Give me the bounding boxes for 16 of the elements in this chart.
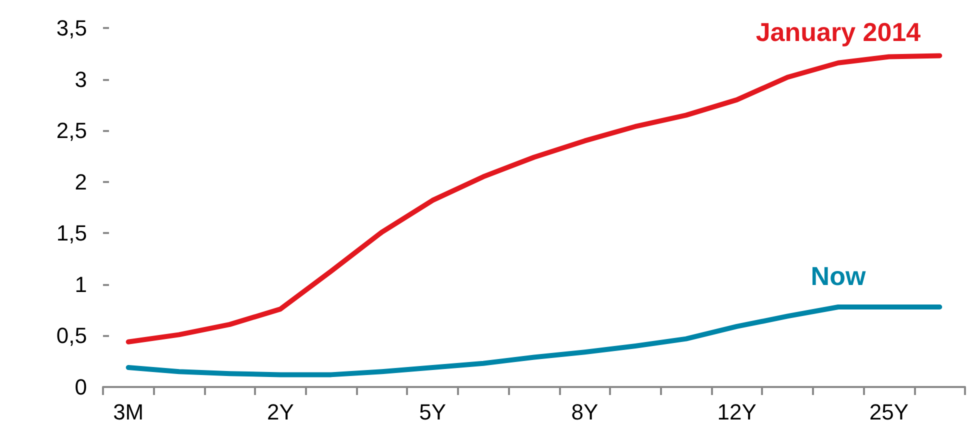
y-tick-label: 2	[74, 169, 87, 194]
y-tick-label: 1	[74, 272, 87, 297]
series-label: January 2014	[756, 16, 922, 47]
y-tick-label: 3,5	[56, 16, 87, 40]
y-tick-label: 1,5	[56, 220, 87, 246]
y-tick-label: 0	[74, 374, 87, 400]
y-tick-label: 2,5	[56, 118, 87, 144]
x-tick-label: 8Y	[571, 400, 598, 424]
series-label: Now	[810, 260, 866, 291]
y-tick-label: 0,5	[56, 323, 87, 348]
x-tick-label: 5Y	[419, 400, 446, 424]
y-tick-label: 3	[74, 66, 87, 92]
x-tick-label: 3M	[113, 400, 144, 424]
x-tick-label: 25Y	[869, 400, 909, 424]
x-tick-label: 12Y	[717, 400, 757, 424]
x-tick-label: 2Y	[267, 400, 294, 424]
